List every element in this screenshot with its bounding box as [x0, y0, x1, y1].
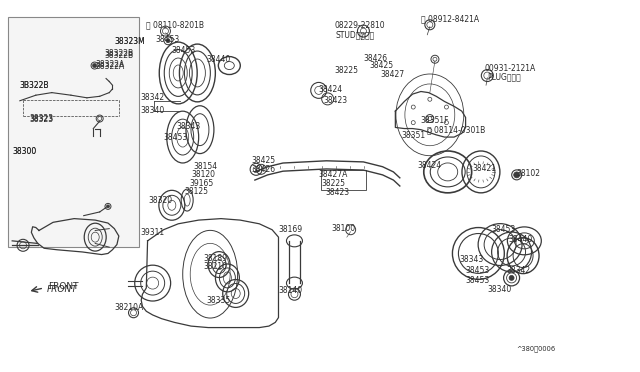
Text: 38322B: 38322B [104, 51, 133, 60]
Text: 38322B: 38322B [104, 49, 133, 58]
Text: STUDスタッド: STUDスタッド [336, 30, 375, 39]
Text: 38453: 38453 [172, 46, 196, 55]
Text: 38453: 38453 [491, 225, 515, 234]
Text: 38322A: 38322A [95, 60, 124, 69]
Text: 38125: 38125 [184, 187, 209, 196]
Text: 38210A: 38210A [115, 303, 143, 312]
Text: 38342: 38342 [506, 266, 531, 275]
Text: 38340: 38340 [140, 106, 164, 115]
Text: 38323M: 38323M [115, 37, 145, 46]
Text: 38423: 38423 [323, 96, 348, 105]
Text: 38169: 38169 [278, 225, 303, 234]
Text: 00931-2121A: 00931-2121A [484, 64, 536, 73]
Text: 38343: 38343 [460, 255, 483, 264]
Text: 38351: 38351 [402, 131, 426, 141]
Text: 39311: 39311 [140, 228, 164, 237]
Circle shape [509, 275, 514, 280]
Text: 38210: 38210 [204, 262, 228, 271]
Circle shape [106, 205, 109, 208]
Text: 38189: 38189 [204, 254, 228, 263]
Text: 38140: 38140 [278, 286, 303, 295]
Text: 3B322B: 3B322B [20, 81, 49, 90]
Text: 38320: 38320 [149, 196, 173, 205]
Text: 38427: 38427 [381, 70, 404, 78]
Text: 38440: 38440 [206, 55, 230, 64]
Text: 38453: 38453 [164, 132, 188, 142]
Text: Ⓝ 08912-8421A: Ⓝ 08912-8421A [421, 14, 479, 23]
Text: 38425: 38425 [370, 61, 394, 70]
Text: 38323: 38323 [29, 114, 54, 123]
Text: 38424: 38424 [417, 161, 441, 170]
Text: 38323: 38323 [29, 115, 54, 124]
Text: 38300: 38300 [12, 147, 36, 156]
Text: PLUGプラグ: PLUGプラグ [487, 72, 521, 81]
Text: 38120: 38120 [191, 170, 215, 179]
Text: 38453: 38453 [466, 266, 490, 275]
Text: 38427A: 38427A [319, 170, 348, 179]
Text: 38335: 38335 [206, 296, 230, 305]
Text: 38425: 38425 [251, 156, 275, 165]
Text: 39165: 39165 [189, 179, 213, 187]
Text: ^380⁩0006: ^380⁩0006 [516, 346, 556, 352]
Circle shape [514, 172, 520, 178]
Text: 08229-22810: 08229-22810 [334, 22, 385, 31]
Text: 38225: 38225 [334, 66, 358, 75]
Text: 38342: 38342 [140, 93, 164, 102]
Text: 38300: 38300 [12, 147, 36, 156]
Text: Ⓑ 08114-0301B: Ⓑ 08114-0301B [428, 125, 486, 134]
Text: 38426: 38426 [364, 54, 388, 62]
Text: 38424: 38424 [319, 85, 343, 94]
Text: FRONT: FRONT [49, 282, 79, 291]
Text: 38225: 38225 [321, 179, 345, 187]
Text: 38154: 38154 [193, 162, 218, 171]
Text: 38453: 38453 [156, 35, 179, 44]
Text: 38100: 38100 [332, 224, 356, 233]
Bar [8, 17, 140, 247]
Text: Ⓑ 08110-8201B: Ⓑ 08110-8201B [147, 20, 204, 29]
Text: 38351F: 38351F [421, 116, 449, 125]
Text: 38340: 38340 [487, 285, 511, 294]
Bar [321, 170, 366, 190]
Text: 38453: 38453 [466, 276, 490, 285]
Text: 38102: 38102 [516, 169, 541, 177]
Text: 38423: 38423 [325, 188, 349, 197]
Circle shape [93, 64, 97, 68]
Text: 38343: 38343 [176, 122, 200, 131]
Text: 3B322B: 3B322B [20, 81, 49, 90]
Circle shape [166, 39, 170, 43]
Text: 38323M: 38323M [115, 37, 145, 46]
Text: 38421: 38421 [472, 164, 496, 173]
Text: 38322A: 38322A [95, 62, 124, 71]
Text: FRONT: FRONT [47, 285, 77, 294]
Text: 38440: 38440 [508, 235, 532, 244]
Text: 38426: 38426 [251, 165, 275, 174]
